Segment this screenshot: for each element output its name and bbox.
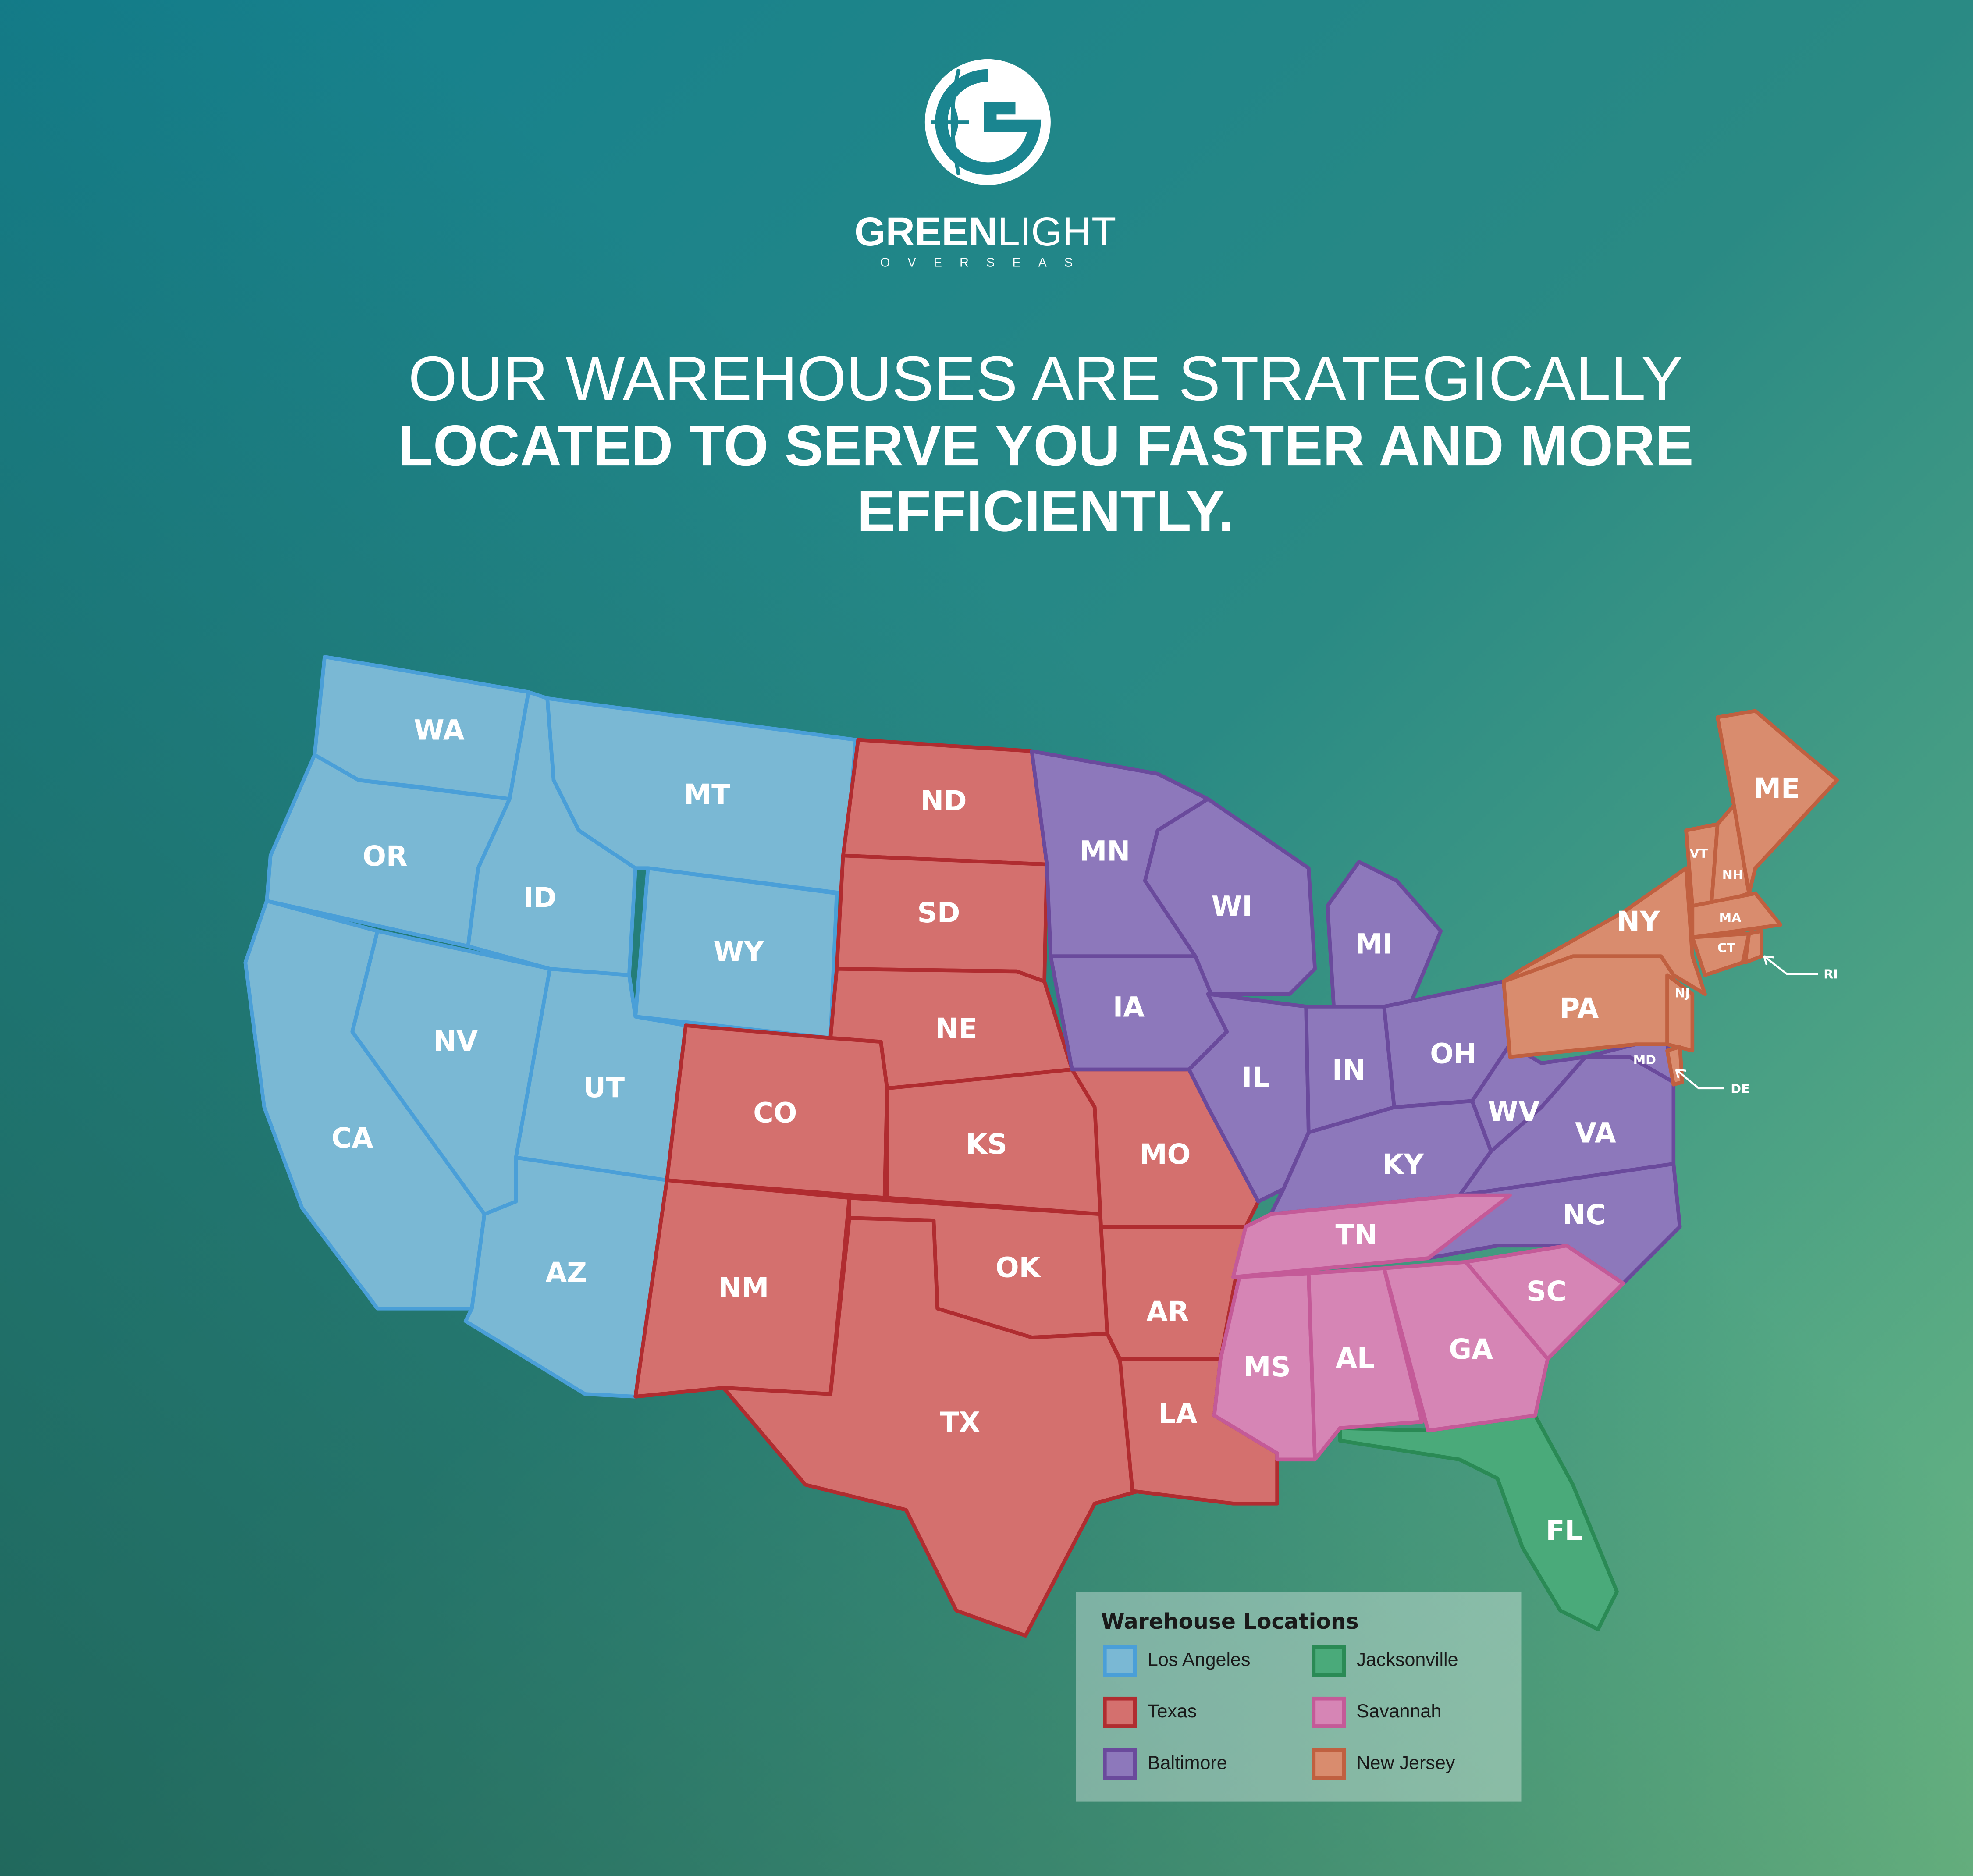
state-label: MS xyxy=(1243,1350,1290,1383)
state-shape xyxy=(1665,973,1695,1053)
state-label: LA xyxy=(1158,1397,1197,1429)
legend-label: Baltimore xyxy=(1148,1752,1227,1773)
state-label: AZ xyxy=(545,1256,587,1289)
state-label: IL xyxy=(1242,1061,1270,1094)
headline-line: EFFICIENTLY. xyxy=(857,478,1234,543)
region-savannah xyxy=(1212,1193,1625,1462)
state-label: AR xyxy=(1146,1295,1189,1328)
state-label: IA xyxy=(1113,991,1145,1023)
legend-label: Los Angeles xyxy=(1148,1649,1251,1670)
state-label: CA xyxy=(331,1122,373,1154)
state-label: NM xyxy=(718,1271,769,1304)
leader-line xyxy=(1763,955,1818,975)
state-label: NJ xyxy=(1675,986,1690,1001)
region-los-angeles xyxy=(243,655,858,1399)
state-label: NC xyxy=(1562,1198,1606,1231)
state-shape xyxy=(1743,929,1764,965)
state-label: ND xyxy=(921,784,967,817)
state-label: OK xyxy=(995,1251,1042,1283)
legend-swatch xyxy=(1312,1696,1346,1728)
state-label: NH xyxy=(1722,867,1743,882)
state-label: RI xyxy=(1824,967,1838,982)
region-texas xyxy=(633,738,1279,1638)
state-shape xyxy=(1464,1244,1625,1361)
state-label: VT xyxy=(1689,846,1708,861)
state-label: WV xyxy=(1488,1095,1540,1128)
state-label: WA xyxy=(414,714,465,746)
state-label: SD xyxy=(917,896,960,929)
logo-grid xyxy=(931,68,969,175)
state-label: GA xyxy=(1449,1333,1493,1365)
state-label: MD xyxy=(1633,1052,1656,1067)
state-label: ID xyxy=(523,881,557,914)
state-label: UT xyxy=(583,1071,625,1104)
legend-box xyxy=(1076,1592,1522,1802)
legend-swatch xyxy=(1312,1645,1346,1677)
legend-label: Jacksonville xyxy=(1356,1649,1458,1670)
state-label: WI xyxy=(1212,890,1252,923)
legend-label: Savannah xyxy=(1356,1701,1441,1722)
state-shape xyxy=(1690,931,1751,977)
state-label: OH xyxy=(1430,1037,1477,1069)
logo: GREENLIGHT OVERSEAS xyxy=(854,59,1116,270)
state-label: MT xyxy=(684,778,730,810)
state-label: VA xyxy=(1575,1116,1616,1149)
state-label: TN xyxy=(1335,1219,1377,1251)
state-label: DE xyxy=(1731,1081,1749,1096)
logo-brand-bold: GREEN xyxy=(854,210,998,254)
state-shape xyxy=(1143,797,1317,996)
legend-label: New Jersey xyxy=(1356,1752,1455,1773)
state-label: FL xyxy=(1546,1514,1582,1546)
state-label: NY xyxy=(1617,905,1660,938)
headline-line: OUR WAREHOUSES ARE STRATEGICALLY xyxy=(408,344,1683,414)
legend: Warehouse Locations Los Angeles Texas Balt… xyxy=(1076,1592,1522,1802)
state-label: OR xyxy=(363,840,407,872)
region-baltimore xyxy=(1030,749,1682,1286)
legend-title: Warehouse Locations xyxy=(1101,1609,1359,1634)
state-label: MI xyxy=(1355,928,1393,960)
state-label: ME xyxy=(1753,772,1800,804)
state-shape xyxy=(1382,1260,1550,1433)
region-new-jersey xyxy=(1501,709,1839,1087)
state-shape xyxy=(1231,1193,1512,1279)
state-label: KY xyxy=(1382,1148,1424,1180)
state-label: CT xyxy=(1717,940,1735,955)
state-shape xyxy=(722,1216,1141,1638)
state-label: PA xyxy=(1560,992,1599,1024)
state-label: IN xyxy=(1332,1054,1365,1086)
legend-label: Texas xyxy=(1148,1701,1197,1722)
logo-brand: GREENLIGHT xyxy=(854,210,1116,254)
state-shape xyxy=(1307,1266,1424,1462)
leader-line xyxy=(1675,1068,1724,1090)
state-labels: WA OR CA ID NV MT WY UT AZ ND SD NE CO K… xyxy=(331,714,1838,1547)
state-label: MN xyxy=(1079,835,1130,867)
state-label: KS xyxy=(966,1128,1007,1160)
legend-swatch xyxy=(1103,1645,1137,1677)
headline-line: LOCATED TO SERVE YOU FASTER AND MORE xyxy=(398,413,1693,478)
legend-swatch xyxy=(1312,1748,1346,1780)
state-label: NE xyxy=(935,1012,978,1045)
legend-swatch xyxy=(1103,1696,1137,1728)
state-label: NV xyxy=(433,1025,478,1057)
state-label: SC xyxy=(1526,1275,1567,1308)
state-shape xyxy=(1715,709,1839,895)
state-label: AL xyxy=(1336,1342,1375,1374)
state-label: CO xyxy=(753,1096,797,1129)
logo-brand-light: LIGHT xyxy=(998,210,1116,254)
state-label: MA xyxy=(1719,910,1742,925)
state-label: TX xyxy=(940,1406,980,1439)
state-label: MO xyxy=(1140,1138,1191,1170)
logo-tagline: OVERSEAS xyxy=(880,256,1090,270)
state-shape xyxy=(1690,891,1783,939)
legend-swatch xyxy=(1103,1748,1137,1780)
state-label: WY xyxy=(713,935,764,968)
